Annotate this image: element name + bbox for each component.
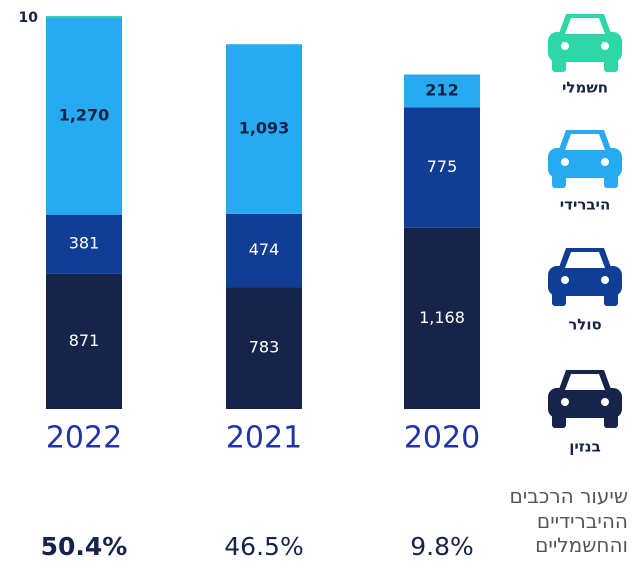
- car-wheel: [552, 292, 566, 306]
- car-body: [548, 32, 622, 62]
- bar-segment: [226, 44, 302, 214]
- car-window: [565, 18, 605, 34]
- share-value: 50.4%: [41, 532, 128, 561]
- legend-icon: [548, 14, 622, 72]
- value-label: 474: [249, 240, 280, 259]
- share-label: שיעור הרכבים ההיברידיים והחשמליים: [509, 484, 629, 557]
- value-label: 1,093: [239, 119, 290, 138]
- car-light: [601, 276, 609, 284]
- legend-label: חשמלי: [562, 79, 608, 97]
- bar-segment: [46, 17, 122, 215]
- x-tick-label: 2020: [404, 421, 480, 456]
- bar-segment: [46, 273, 122, 409]
- car-wheel: [604, 174, 618, 188]
- car-light: [561, 42, 569, 50]
- car-wheel: [604, 414, 618, 428]
- share-value: 9.8%: [410, 532, 474, 561]
- value-label: 1,168: [419, 308, 465, 327]
- bar-segment: [226, 213, 302, 288]
- share-value: 46.5%: [224, 532, 303, 561]
- value-label: 871: [69, 331, 100, 350]
- value-label: 1,270: [59, 106, 110, 125]
- bar-segment: [46, 214, 122, 274]
- bar-segment: [404, 107, 480, 228]
- x-tick-label: 2021: [226, 421, 302, 456]
- x-tick-label: 2022: [46, 421, 122, 456]
- car-light: [561, 276, 569, 284]
- legend-icon: [548, 248, 622, 306]
- car-window: [565, 374, 605, 390]
- car-light: [561, 398, 569, 406]
- legend-label: היברידי: [560, 196, 611, 214]
- car-light: [601, 158, 609, 166]
- bar-segment: [226, 287, 302, 409]
- value-label: 783: [249, 338, 280, 357]
- value-label: 212: [425, 80, 458, 99]
- value-label: 381: [69, 234, 100, 253]
- car-window: [565, 134, 605, 150]
- legend-icon: [548, 130, 622, 188]
- car-body: [548, 148, 622, 178]
- car-wheel: [552, 414, 566, 428]
- car-window: [565, 252, 605, 268]
- legend-icon: [548, 370, 622, 428]
- bar-segment: [46, 16, 122, 18]
- car-body: [548, 388, 622, 418]
- car-light: [601, 42, 609, 50]
- car-body: [548, 266, 622, 296]
- value-label: 775: [427, 157, 458, 176]
- car-light: [561, 158, 569, 166]
- car-wheel: [552, 174, 566, 188]
- car-light: [601, 398, 609, 406]
- bar-segment: [404, 74, 480, 108]
- bar-segment: [404, 227, 480, 409]
- value-label: 10: [19, 10, 39, 26]
- car-wheel: [552, 58, 566, 72]
- legend-label: סולר: [568, 316, 601, 334]
- car-wheel: [604, 58, 618, 72]
- legend-label: בנזין: [569, 438, 601, 456]
- car-wheel: [604, 292, 618, 306]
